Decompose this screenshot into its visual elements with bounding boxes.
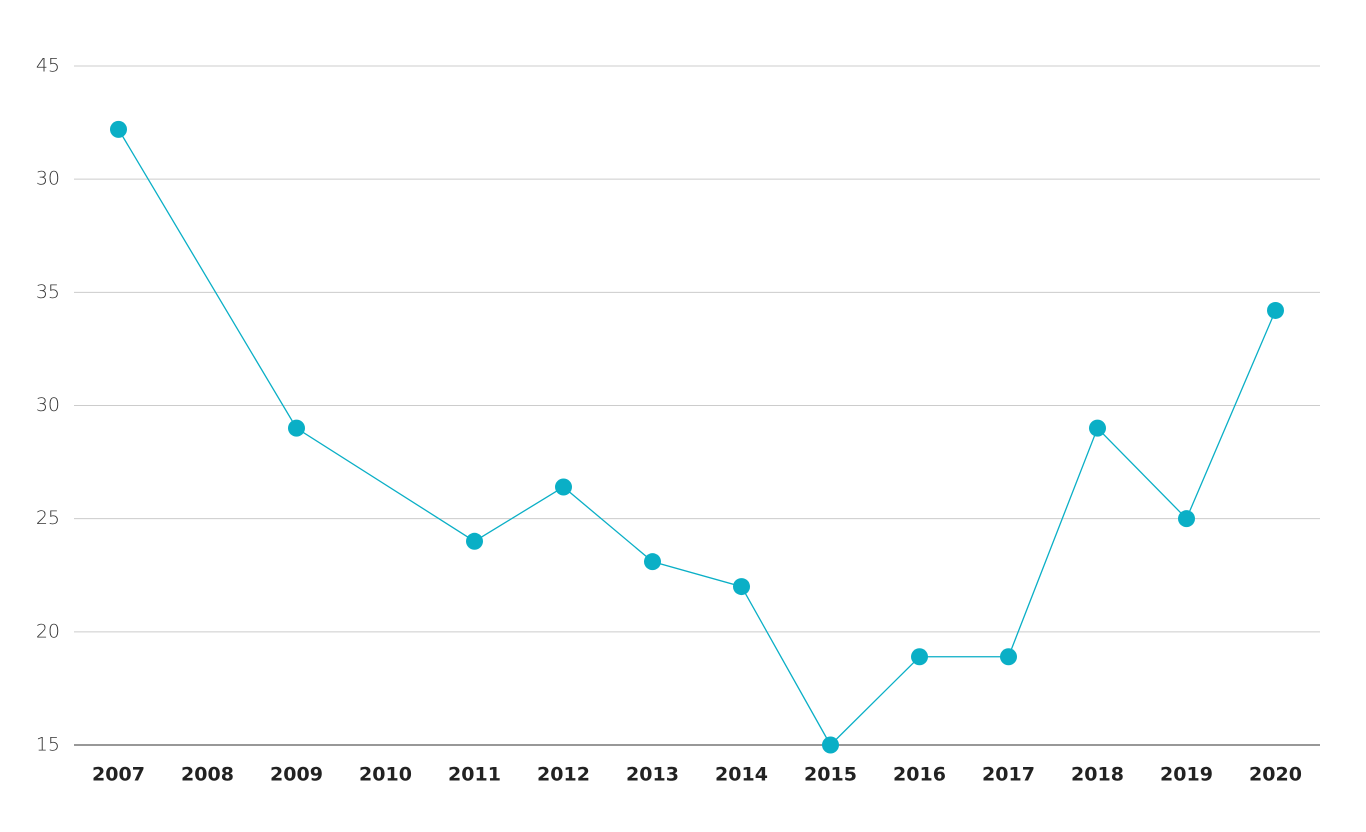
x-tick-label: 2013: [626, 764, 679, 786]
point: [1089, 419, 1106, 437]
x-tick-label: 2012: [537, 764, 590, 786]
y-tick-label: 35: [36, 281, 60, 303]
y-tick-label: 45: [36, 55, 60, 77]
y-tick-label: 15: [36, 734, 60, 756]
x-tick-label: 2008: [181, 764, 234, 786]
x-tick-label: 2020: [1249, 764, 1302, 786]
x-tick-label: 2018: [1071, 764, 1124, 786]
point: [822, 736, 839, 754]
point: [1178, 510, 1195, 528]
point: [288, 419, 305, 437]
y-tick-label: 30: [36, 168, 60, 190]
x-tick-label: 2015: [804, 764, 857, 786]
x-tick-label: 2014: [715, 764, 768, 786]
point: [1000, 648, 1017, 666]
x-tick-label: 2019: [1160, 764, 1213, 786]
point: [644, 553, 661, 571]
x-tick-label: 2011: [448, 764, 501, 786]
x-tick-label: 2010: [359, 764, 412, 786]
y-tick-label: 25: [36, 507, 60, 529]
y-tick-label: 30: [36, 394, 60, 416]
x-tick-label: 2009: [270, 764, 323, 786]
point: [733, 578, 750, 596]
line: [117, 129, 1277, 747]
point: [466, 532, 483, 550]
point: [555, 478, 572, 496]
x-tick-label: 2016: [893, 764, 946, 786]
x-tick-label: 2007: [92, 764, 145, 786]
y-tick-label: 20: [36, 620, 60, 642]
point: [110, 120, 127, 138]
point: [1267, 301, 1284, 319]
point: [911, 648, 928, 666]
x-tick-label: 2017: [982, 764, 1035, 786]
